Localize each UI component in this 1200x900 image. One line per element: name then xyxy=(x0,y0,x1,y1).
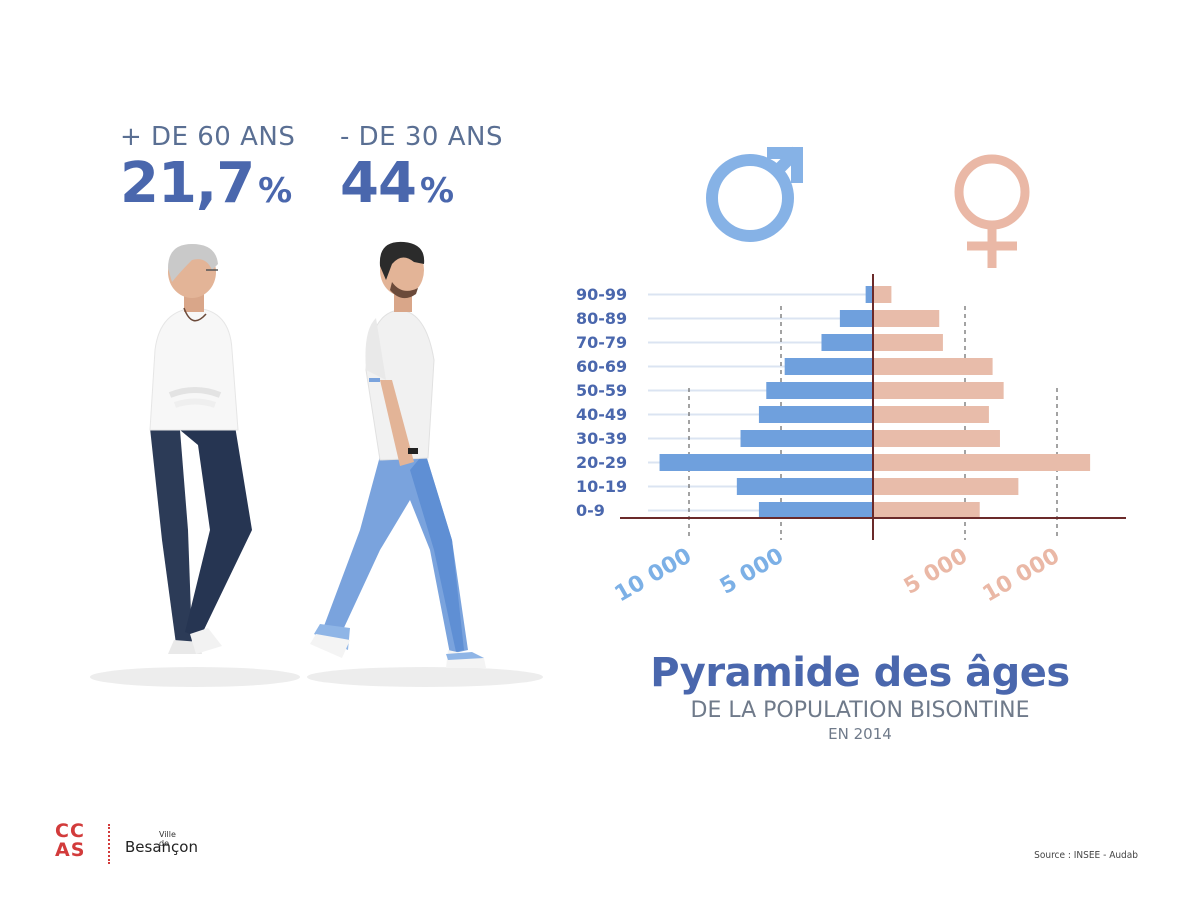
logo-separator xyxy=(108,824,110,864)
male-bar xyxy=(758,406,873,423)
stat-over-60-label: + DE 60 ANS xyxy=(120,122,296,152)
female-bar xyxy=(873,358,993,375)
stat-under-30-value: 44% xyxy=(340,156,503,212)
stat-under-30-label: - DE 30 ANS xyxy=(340,122,503,152)
age-group-label: 20-29 xyxy=(576,453,627,472)
female-bar xyxy=(873,502,980,519)
male-bar xyxy=(784,358,873,375)
x-tick-label: 10 000 xyxy=(979,544,1064,608)
age-group-label: 60-69 xyxy=(576,357,627,376)
stat-under-30-unit: % xyxy=(419,171,454,211)
age-group-label: 80-89 xyxy=(576,309,627,328)
logo-city-name: Besançon xyxy=(125,838,198,856)
age-group-label: 90-99 xyxy=(576,285,627,304)
male-bar xyxy=(865,286,873,303)
age-group-label: 0-9 xyxy=(576,501,605,520)
stat-over-60-number: 21,7 xyxy=(120,151,255,216)
age-group-label: 70-79 xyxy=(576,333,627,352)
female-bar xyxy=(873,454,1091,471)
ccas-logo-line-1: CC xyxy=(55,820,85,842)
male-bar xyxy=(740,430,873,447)
female-bar xyxy=(873,334,943,351)
female-bar xyxy=(873,406,989,423)
old-man-figure xyxy=(149,244,252,654)
stat-over-60-unit: % xyxy=(258,171,292,211)
female-bar xyxy=(873,430,1000,447)
female-bar xyxy=(873,382,1004,399)
stat-over-60: + DE 60 ANS 21,7% xyxy=(120,122,295,212)
people-illustration xyxy=(90,241,543,687)
chart-year: EN 2014 xyxy=(828,725,892,743)
ccas-logo-line-2: AS xyxy=(55,839,86,861)
x-tick-label: 5 000 xyxy=(900,544,972,600)
male-bar xyxy=(766,382,873,399)
chart-title: Pyramide des âges xyxy=(650,650,1070,696)
male-bar xyxy=(839,310,873,327)
female-bar xyxy=(873,310,940,327)
young-man-shadow xyxy=(307,667,543,687)
female-bar xyxy=(873,478,1019,495)
male-bar xyxy=(736,478,873,495)
age-group-label: 50-59 xyxy=(576,381,627,400)
old-man-shadow xyxy=(90,667,300,687)
stat-over-60-value: 21,7% xyxy=(120,156,295,212)
male-bar xyxy=(821,334,873,351)
male-bar xyxy=(659,454,873,471)
x-tick-label: 5 000 xyxy=(716,544,788,600)
age-group-label: 40-49 xyxy=(576,405,627,424)
x-tick-label: 10 000 xyxy=(611,544,696,608)
ccas-logo-letters: CC AS xyxy=(55,822,85,860)
age-group-label: 30-39 xyxy=(576,429,627,448)
male-symbol-icon xyxy=(706,146,803,242)
young-man-figure xyxy=(310,241,486,668)
logo-ville-de: Ville de xyxy=(159,830,176,848)
stat-under-30: - DE 30 ANS 44% xyxy=(340,122,503,212)
age-group-label: 10-19 xyxy=(576,477,627,496)
chart-title-block: Pyramide des âges DE LA POPULATION BISON… xyxy=(640,650,1080,743)
stat-under-30-number: 44 xyxy=(340,151,417,216)
source-note: Source : INSEE - Audab xyxy=(1034,850,1138,861)
female-bar xyxy=(873,286,892,303)
chart-subtitle: DE LA POPULATION BISONTINE xyxy=(690,698,1030,723)
male-bar xyxy=(758,502,873,519)
female-symbol-icon xyxy=(954,154,1030,268)
